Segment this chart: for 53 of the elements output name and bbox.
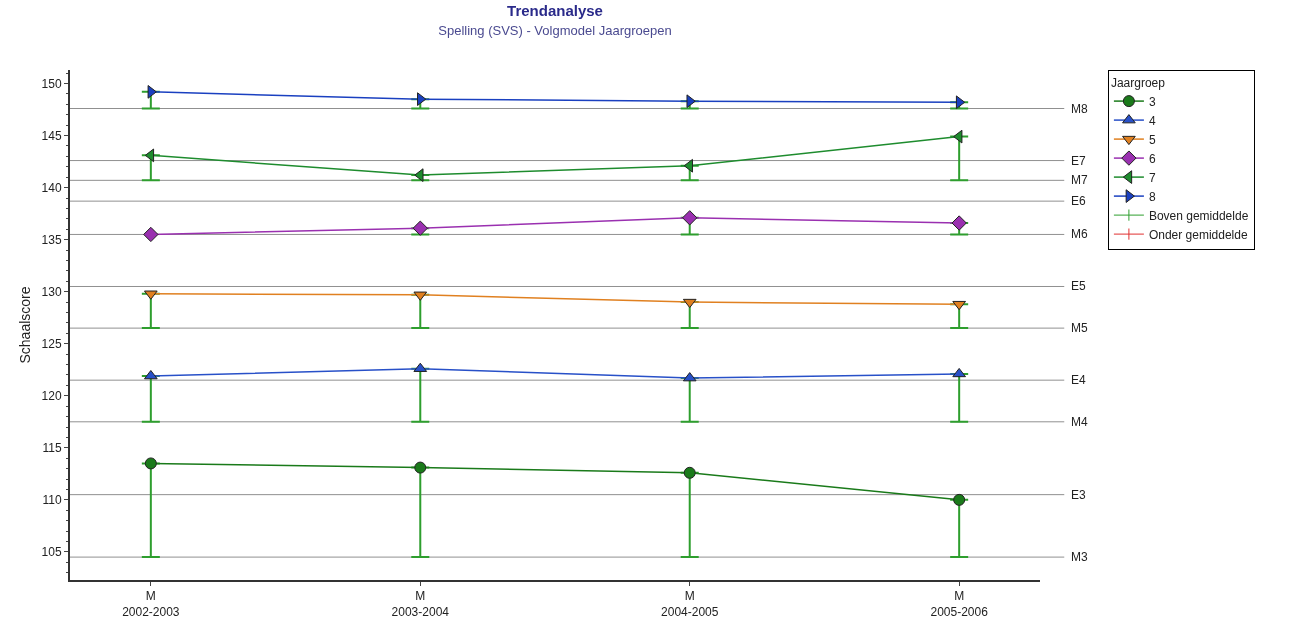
y-tick-label: 110 (42, 493, 62, 508)
x-tick-label: M 2002-2003 (122, 589, 180, 619)
ref-line-label: E5 (1071, 279, 1086, 293)
legend-label: 7 (1148, 170, 1156, 185)
legend-label: 5 (1148, 132, 1156, 147)
point (414, 461, 427, 474)
y-tick-label: 135 (41, 232, 62, 247)
y-tick-label: 120 (41, 388, 62, 403)
ref-line-label: M3 (1071, 550, 1088, 564)
y-tick-label: 115 (42, 441, 62, 456)
point (952, 367, 967, 378)
ref-line-label: E3 (1071, 488, 1086, 502)
legend-label: 4 (1148, 113, 1156, 128)
legend-label: 8 (1148, 189, 1156, 204)
ref-line-label: M5 (1071, 321, 1088, 335)
point (147, 85, 157, 99)
y-tick-label: 150 (41, 76, 62, 91)
point (144, 457, 157, 470)
point (682, 210, 698, 226)
point (952, 300, 967, 311)
x-tick-label: M 2005-2006 (930, 589, 989, 619)
y-tick-label: 145 (41, 128, 62, 143)
y-tick-label: 140 (41, 180, 62, 195)
ref-line-label: E6 (1071, 194, 1086, 208)
x-tick-label: M 2003-2004 (391, 589, 450, 619)
ref-line-label: M4 (1071, 415, 1088, 429)
legend-label: 6 (1148, 151, 1156, 166)
chart-title: Trendanalyse (507, 1, 603, 19)
ref-line-label: E7 (1071, 154, 1086, 168)
ref-line-label: M6 (1071, 227, 1088, 241)
ref-line-label: M7 (1071, 173, 1088, 187)
y-tick-label: 130 (41, 284, 62, 299)
point (417, 92, 427, 106)
x-tick-label: M 2004-2005 (661, 589, 719, 619)
point (682, 298, 697, 309)
point (683, 466, 696, 479)
legend-label: Boven gemiddelde (1148, 208, 1249, 223)
y-tick-label: 105 (41, 545, 62, 560)
point (414, 168, 424, 182)
y-tick-label: 125 (41, 336, 62, 351)
legend-label: Onder gemiddelde (1148, 227, 1248, 242)
point (951, 215, 967, 231)
point (412, 220, 428, 236)
chart-subtitle: Spelling (SVS) - Volgmodel Jaargroepen (438, 23, 672, 39)
legend-label: 3 (1148, 94, 1156, 109)
ref-line-label: M8 (1071, 102, 1088, 116)
y-axis-title: Schaalscore (16, 286, 33, 364)
point (143, 226, 159, 243)
point (955, 95, 966, 110)
point (144, 148, 155, 163)
legend-title: Jaargroep (1110, 75, 1166, 90)
point (953, 493, 966, 506)
ref-line-label: E4 (1071, 373, 1086, 387)
